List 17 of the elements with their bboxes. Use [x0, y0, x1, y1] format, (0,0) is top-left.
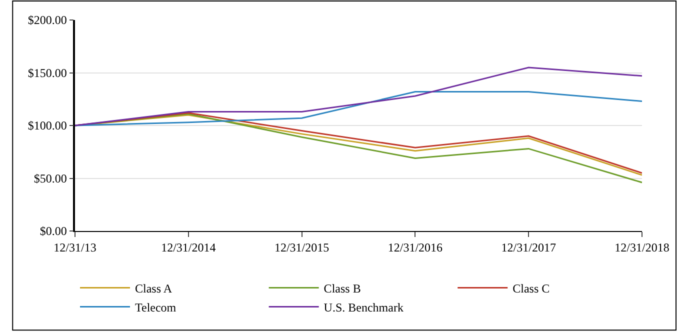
y-tick-label: $0.00 — [40, 224, 67, 238]
y-tick-label: $100.00 — [28, 118, 67, 133]
y-tick-label: $150.00 — [28, 66, 67, 80]
y-tick-label: $50.00 — [34, 171, 67, 186]
y-tick-label: $200.00 — [28, 13, 67, 28]
legend-label: U.S. Benchmark — [324, 300, 404, 314]
line-series — [75, 66, 642, 126]
x-tick-label: 12/31/2016 — [388, 240, 443, 254]
legend-label: Class B — [324, 281, 361, 296]
legend-label: Class C — [512, 281, 550, 296]
x-tick-label: 12/31/13 — [54, 240, 96, 254]
x-tick-label: 12/31/2018 — [614, 240, 670, 254]
x-tick-label: 12/31/2017 — [501, 240, 556, 254]
legend-label: Class A — [135, 281, 172, 296]
x-tick-label: 12/31/2014 — [161, 240, 216, 254]
legend-label: Telecom — [135, 300, 177, 314]
x-tick-label: 12/31/2015 — [274, 240, 330, 254]
